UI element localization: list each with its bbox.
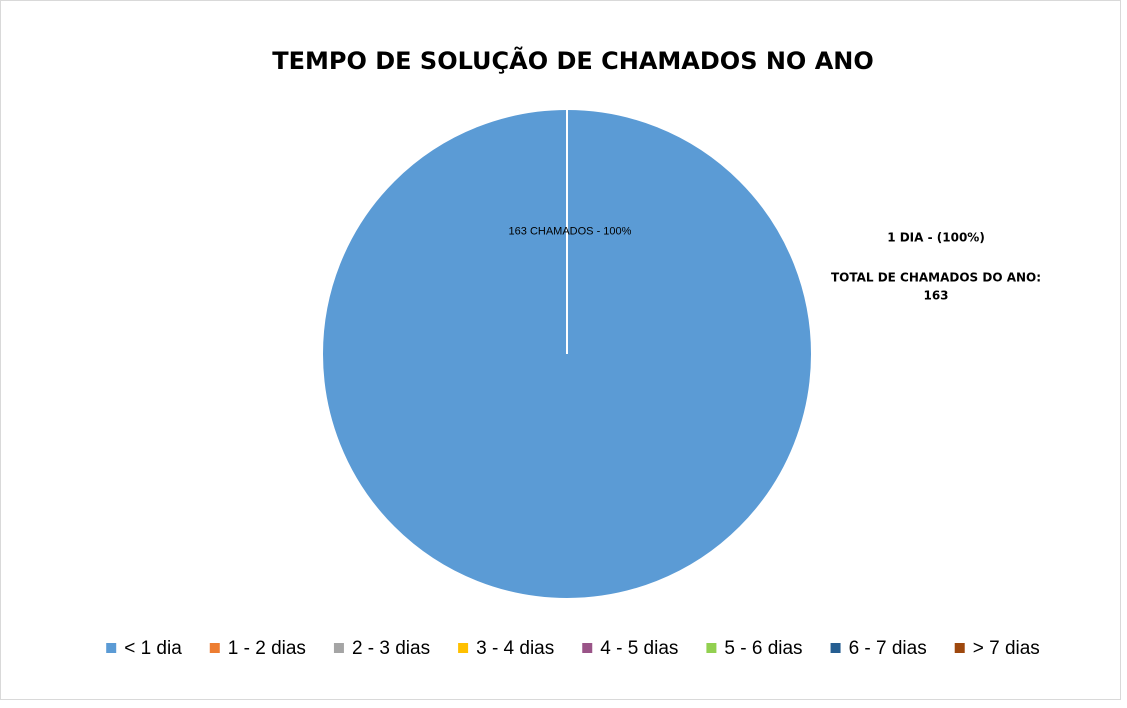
legend-swatch <box>333 643 344 653</box>
legend-label: 5 - 6 dias <box>724 638 802 659</box>
data-label: 163 CHAMADOS - 100% <box>509 225 632 237</box>
annotation: TOTAL DE CHAMADOS DO ANO: <box>831 271 1041 285</box>
chart-title: TEMPO DE SOLUÇÃO DE CHAMADOS NO ANO <box>272 46 874 75</box>
legend-label: 6 - 7 dias <box>849 638 927 659</box>
legend-swatch <box>582 643 593 653</box>
legend-swatch <box>954 643 965 653</box>
legend-label: < 1 dia <box>124 638 182 659</box>
legend-label: 1 - 2 dias <box>228 638 306 659</box>
legend-label: 4 - 5 dias <box>600 638 678 659</box>
legend-swatch <box>209 643 220 653</box>
legend-label: 2 - 3 dias <box>352 638 430 659</box>
legend-label: 3 - 4 dias <box>476 638 554 659</box>
legend-swatch <box>830 643 841 653</box>
legend-label: > 7 dias <box>973 638 1040 659</box>
legend-swatch <box>458 643 469 653</box>
legend-swatch <box>706 643 717 653</box>
legend-swatch <box>106 643 117 653</box>
annotation: 1 DIA - (100%) <box>887 231 985 245</box>
annotation: 163 <box>923 289 948 303</box>
